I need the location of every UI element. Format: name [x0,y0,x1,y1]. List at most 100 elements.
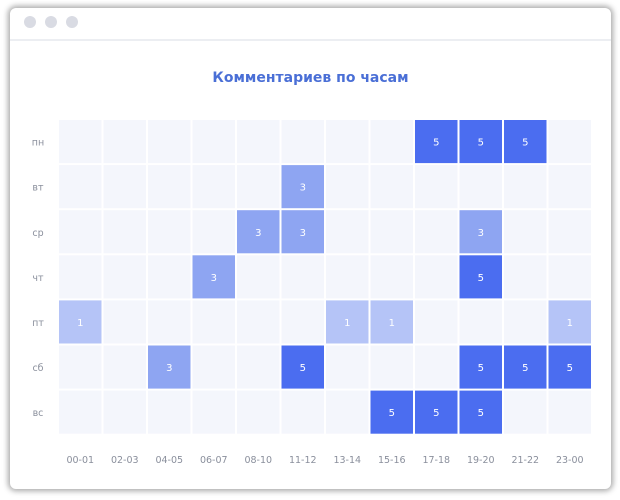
heatmap-cell [548,300,591,344]
y-tick-label: сб [32,363,43,374]
cell-value-label: 5 [433,138,439,149]
heatmap-cell [237,165,280,209]
cell-value-label: 1 [77,318,83,329]
cell-value-label: 5 [389,408,395,419]
heatmap-cell [504,255,547,299]
heatmap-cell [103,390,146,434]
heatmap-cell [459,210,502,254]
window-maximize-button[interactable] [66,16,78,28]
heatmap-cell [192,210,235,254]
x-tick-label: 13-14 [333,455,361,466]
heatmap-cell [548,120,591,164]
y-tick-label: вт [32,183,44,194]
heatmap-cell [370,120,413,164]
heatmap-cell [415,345,458,389]
heatmap-cell [192,300,235,344]
heatmap-cell [237,390,280,434]
cell-value-label: 1 [344,318,350,329]
cell-value-label: 3 [300,228,306,239]
heatmap-cell [103,300,146,344]
heatmap-cell [326,345,369,389]
heatmap-cell [504,390,547,434]
heatmap-cell [415,165,458,209]
heatmap-cell [370,345,413,389]
heatmap-cell [237,120,280,164]
heatmap-cell [370,390,413,434]
heatmap-cell [237,345,280,389]
heatmap-cell [192,390,235,434]
chart-title: Комментариев по часам [212,70,409,86]
heatmap-cell [504,345,547,389]
heatmap-cell [326,390,369,434]
heatmap-cell [59,120,102,164]
x-tick-label: 15-16 [378,455,406,466]
heatmap-cell [415,255,458,299]
heatmap-cell [326,120,369,164]
y-tick-label: вс [33,408,44,419]
heatmap-cell [459,345,502,389]
heatmap-cell [415,300,458,344]
cell-value-label: 1 [567,318,573,329]
heatmap-cell [281,255,324,299]
heatmap-cell [59,165,102,209]
heatmap-cell [370,300,413,344]
x-tick-label: 04-05 [155,455,183,466]
heatmap-cell [148,390,191,434]
heatmap-cell [459,390,502,434]
heatmap-cell [59,255,102,299]
window-titlebar [10,8,611,41]
x-tick-label: 11-12 [289,455,317,466]
heatmap-cell [281,165,324,209]
heatmap-cell [148,345,191,389]
heatmap-cell [192,345,235,389]
heatmap-cell [548,390,591,434]
x-tick-label: 17-18 [422,455,450,466]
cell-value-label: 3 [211,273,217,284]
heatmap-cell [59,300,102,344]
heatmap-cell [415,210,458,254]
heatmap-cell [281,210,324,254]
heatmap-cell [504,120,547,164]
x-tick-label: 02-03 [111,455,139,466]
heatmap-cell [370,210,413,254]
heatmap-cell [548,165,591,209]
heatmap-cell [237,300,280,344]
window-close-button[interactable] [24,16,36,28]
cell-value-label: 5 [522,138,528,149]
heatmap-cell [548,210,591,254]
heatmap-cell [148,120,191,164]
heatmap-cell [148,300,191,344]
cell-value-label: 5 [478,138,484,149]
y-tick-label: чт [32,273,44,284]
heatmap-cell [192,255,235,299]
heatmap-cell [326,165,369,209]
heatmap-cell [459,300,502,344]
heatmap-cell [415,390,458,434]
heatmap-cell [504,165,547,209]
window-minimize-button[interactable] [45,16,57,28]
heatmap-cell [281,120,324,164]
x-tick-label: 19-20 [467,455,495,466]
x-tick-label: 23-00 [556,455,584,466]
heatmap-cell [148,165,191,209]
x-tick-label: 08-10 [244,455,272,466]
heatmap-cell [281,345,324,389]
heatmap-cell [148,255,191,299]
x-tick-label: 21-22 [511,455,539,466]
heatmap-cell [370,165,413,209]
heatmap-cell [103,120,146,164]
heatmap-cell [148,210,191,254]
x-tick-label: 06-07 [200,455,228,466]
heatmap-cell [326,255,369,299]
cell-value-label: 3 [478,228,484,239]
heatmap-cell [504,210,547,254]
heatmap-cell [59,345,102,389]
heatmap-cell [370,255,413,299]
heatmap-cell [459,255,502,299]
y-tick-label: ср [32,228,43,239]
heatmap-cell [504,300,547,344]
y-tick-label: пт [32,318,44,329]
heatmap-cell [326,300,369,344]
heatmap-cell [281,300,324,344]
